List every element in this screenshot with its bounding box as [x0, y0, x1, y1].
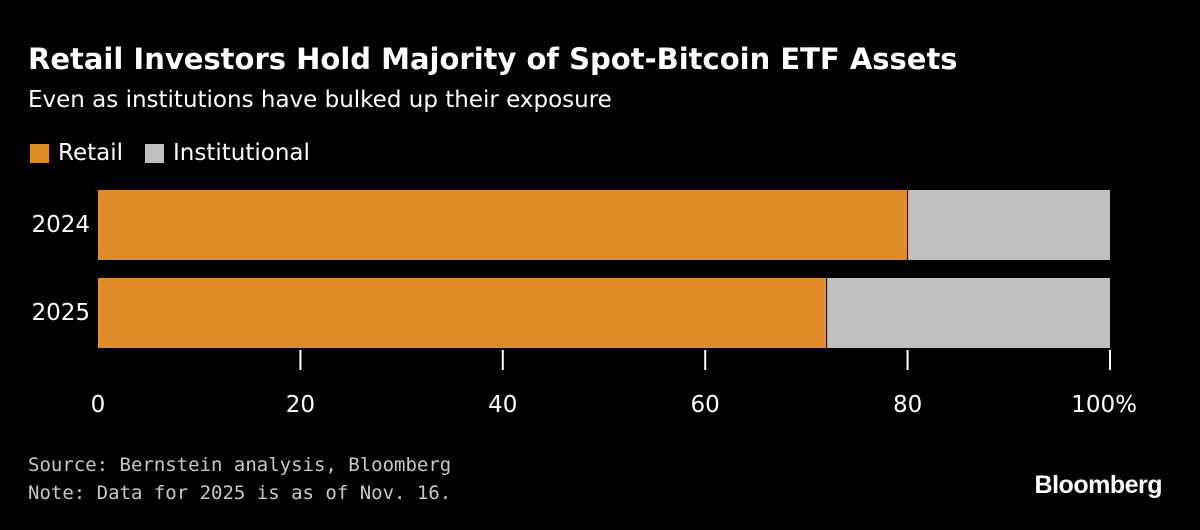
x-tick-label-20: 20	[286, 392, 315, 418]
stacked-bar-chart: 2024 2025 0 20 40 60 80 100%	[31, 190, 1137, 418]
category-label-2024: 2024	[31, 212, 90, 238]
x-tick-label-0: 0	[91, 392, 106, 418]
x-tick-label-60: 60	[691, 392, 720, 418]
legend-label-retail: Retail	[58, 140, 123, 166]
bar-retail-2024	[98, 190, 908, 260]
category-label-2025: 2025	[31, 300, 90, 326]
x-tick-label-80: 80	[893, 392, 922, 418]
x-tick-label-40: 40	[488, 392, 517, 418]
legend-item-institutional: Institutional	[145, 140, 310, 166]
source-note: Source: Bernstein analysis, Bloomberg	[28, 454, 452, 476]
legend-item-retail: Retail	[30, 140, 123, 166]
bar-institutional-2025	[826, 278, 1110, 348]
bar-retail-2025	[98, 278, 827, 348]
legend-swatch-institutional	[145, 143, 164, 163]
legend-label-institutional: Institutional	[173, 140, 310, 166]
chart-title: Retail Investors Hold Majority of Spot-B…	[28, 42, 958, 76]
data-note: Note: Data for 2025 is as of Nov. 16.	[28, 482, 452, 504]
bloomberg-logo: Bloomberg	[1034, 471, 1163, 499]
chart-legend: Retail Institutional	[30, 136, 332, 170]
chart-subtitle: Even as institutions have bulked up thei…	[28, 87, 612, 113]
bar-institutional-2024	[907, 190, 1110, 260]
legend-swatch-retail	[30, 143, 49, 163]
x-tick-label-100: 100%	[1071, 392, 1137, 418]
